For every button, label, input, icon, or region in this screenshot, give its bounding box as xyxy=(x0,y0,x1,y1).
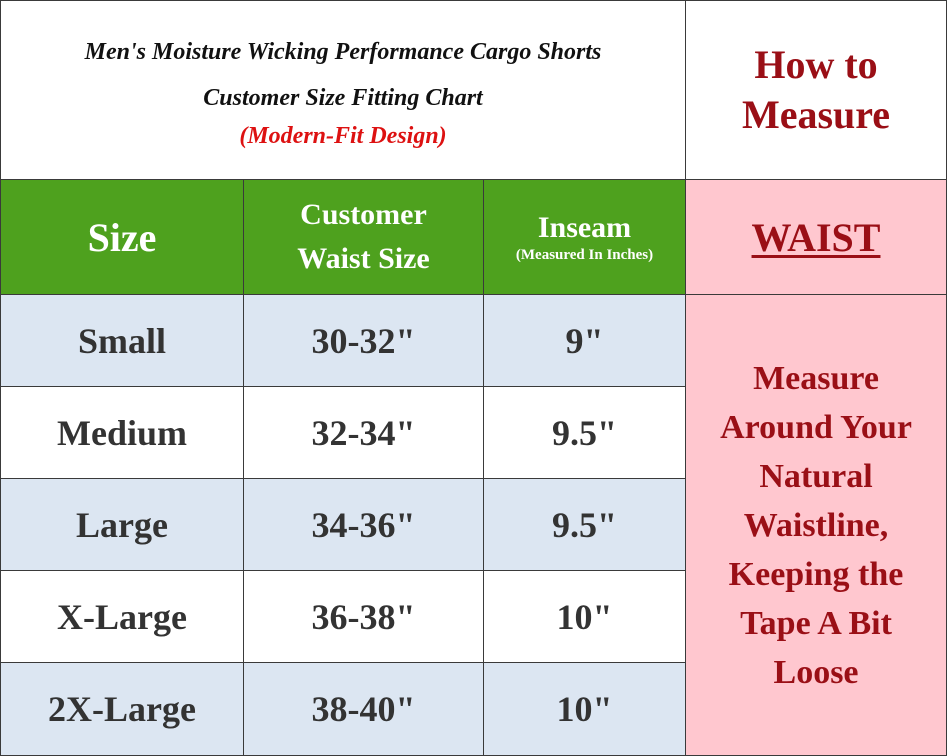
inseam-cell: 9" xyxy=(482,294,687,387)
header-inseam: Inseam (Measured In Inches) xyxy=(482,179,687,295)
waist-label-text: WAIST xyxy=(751,214,881,260)
waist-label: WAIST xyxy=(685,179,947,295)
title-line-3: (Modern-Fit Design) xyxy=(239,123,447,149)
inseam-cell: 10" xyxy=(482,570,687,663)
size-cell: Small xyxy=(0,294,244,387)
table-row: Medium 32-34" 9.5" xyxy=(0,386,947,479)
waist-cell: 38-40" xyxy=(243,662,484,756)
table-row: 2X-Large 38-40" 10" xyxy=(0,662,947,756)
header-row: Size Customer Waist Size Inseam (Measure… xyxy=(0,179,947,295)
instruction-line: Loose xyxy=(773,653,859,691)
waist-cell: 34-36" xyxy=(243,478,484,571)
table-row: X-Large 36-38" 10" xyxy=(0,570,947,663)
inseam-cell: 10" xyxy=(482,662,687,756)
title-line-1: Men's Moisture Wicking Performance Cargo… xyxy=(84,39,602,65)
size-cell: 2X-Large xyxy=(0,662,244,756)
header-waist-line-1: Customer xyxy=(300,198,427,231)
instruction-line: Measure xyxy=(753,359,879,397)
instruction-line: Around Your xyxy=(720,408,912,446)
header-waist: Customer Waist Size xyxy=(243,179,484,295)
header-inseam-label: Inseam xyxy=(537,211,632,244)
how-to-line-2: Measure xyxy=(741,92,891,137)
instruction-line: Keeping the xyxy=(728,555,904,593)
header-inseam-note: (Measured In Inches) xyxy=(515,247,654,263)
waist-cell: 36-38" xyxy=(243,570,484,663)
how-to-measure-heading: How to Measure xyxy=(685,0,947,180)
header-waist-line-2: Waist Size xyxy=(297,242,430,275)
instruction-line: Waistline, xyxy=(743,506,889,544)
instruction-line: Tape A Bit xyxy=(740,604,892,642)
inseam-cell: 9.5" xyxy=(482,386,687,479)
table-row: Large 34-36" 9.5" xyxy=(0,478,947,571)
how-to-line-1: How to xyxy=(754,42,878,87)
size-cell: Large xyxy=(0,478,244,571)
title-line-2: Customer Size Fitting Chart xyxy=(203,85,483,111)
measure-instructions: Measure Around Your Natural Waistline, K… xyxy=(685,294,947,756)
table-row: Small 30-32" 9" Measure Around Your Natu… xyxy=(0,294,947,756)
chart-title: Men's Moisture Wicking Performance Cargo… xyxy=(0,0,687,180)
title-row: Men's Moisture Wicking Performance Cargo… xyxy=(0,0,947,180)
size-cell: X-Large xyxy=(0,570,244,663)
instruction-line: Natural xyxy=(759,457,873,495)
waist-cell: 30-32" xyxy=(243,294,484,387)
inseam-cell: 9.5" xyxy=(482,478,687,571)
header-size: Size xyxy=(0,179,244,295)
waist-cell: 32-34" xyxy=(243,386,484,479)
size-cell: Medium xyxy=(0,386,244,479)
